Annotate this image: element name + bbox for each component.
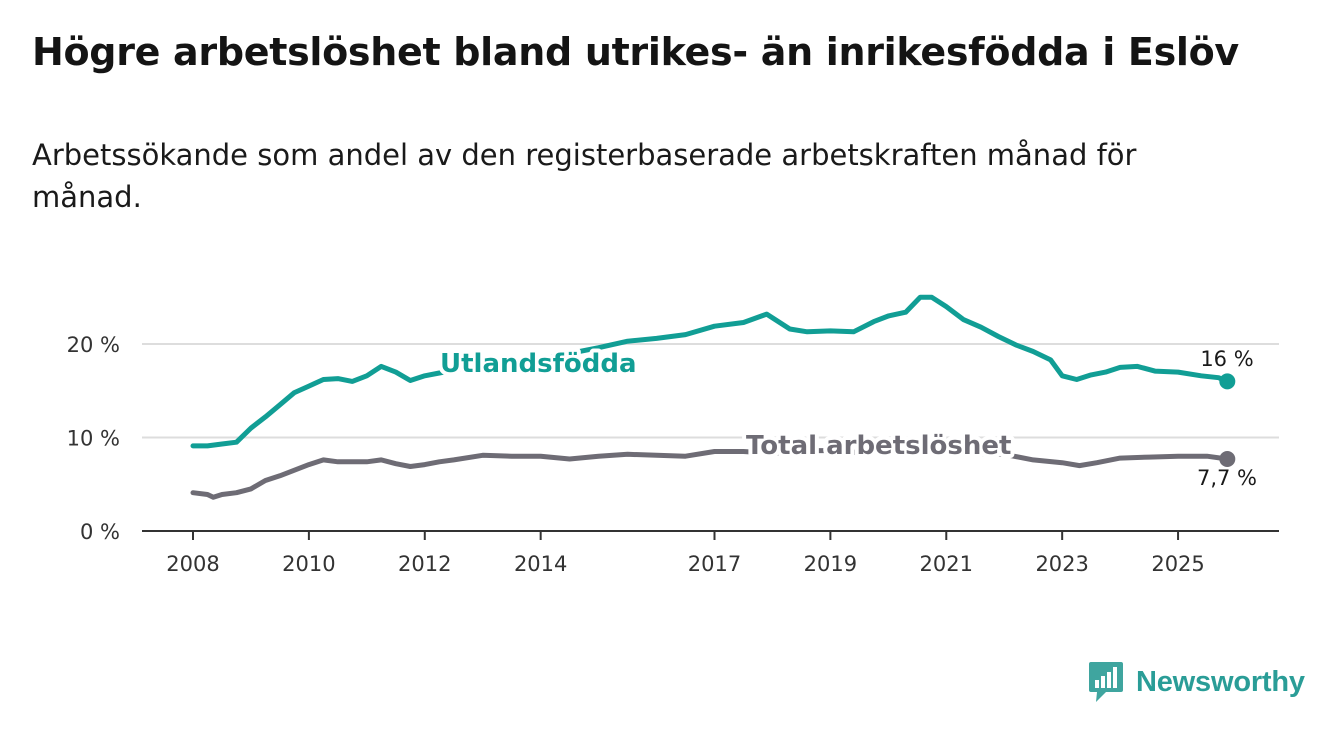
- newsworthy-logo: Newsworthy: [1088, 660, 1305, 704]
- series-labels: Utlandsfödda Total arbetslöshet 16 % 7,7 %: [436, 345, 1257, 490]
- x-tick-label: 2017: [688, 552, 741, 576]
- series-lines: [190, 294, 1236, 500]
- series-line-total: [190, 445, 1230, 500]
- series-label-total: Total arbetslöshet: [746, 431, 1011, 461]
- y-tick-label: 20 %: [67, 333, 120, 357]
- end-value-label: 16 %: [1200, 347, 1253, 371]
- series-end-point: [1219, 373, 1236, 390]
- x-tick-label: 2021: [920, 552, 973, 576]
- x-tick-label: 2008: [166, 552, 219, 576]
- y-axis-ticks: 0 % 10 % 20 %: [67, 333, 120, 544]
- x-tick-label: 2025: [1151, 552, 1204, 576]
- x-tick-label: 2023: [1035, 552, 1088, 576]
- x-tick-label: 2019: [804, 552, 857, 576]
- y-tick-label: 10 %: [67, 427, 120, 451]
- brand-name: Newsworthy: [1136, 665, 1305, 698]
- gridlines: [142, 343, 1279, 532]
- x-tick-label: 2012: [398, 552, 451, 576]
- series-line-utlandsfodda: [190, 294, 1230, 449]
- chart-title: Högre arbetslöshet bland utrikes- än inr…: [32, 30, 1239, 74]
- x-tick-label: 2014: [514, 552, 567, 576]
- end-value-label: 7,7 %: [1197, 466, 1257, 490]
- bar-chart-logo-icon: [1089, 662, 1123, 702]
- series-label-utlandsfodda: Utlandsfödda: [440, 349, 637, 379]
- chart-subtitle: Arbetssökande som andel av den registerb…: [32, 138, 1137, 214]
- x-tick-label: 2010: [282, 552, 335, 576]
- y-tick-label: 0 %: [80, 520, 120, 544]
- series-end-point: [1219, 451, 1236, 468]
- x-axis-ticks: 2008 2010 2012 2014 2017 2019 2021 2023 2025: [166, 531, 1205, 576]
